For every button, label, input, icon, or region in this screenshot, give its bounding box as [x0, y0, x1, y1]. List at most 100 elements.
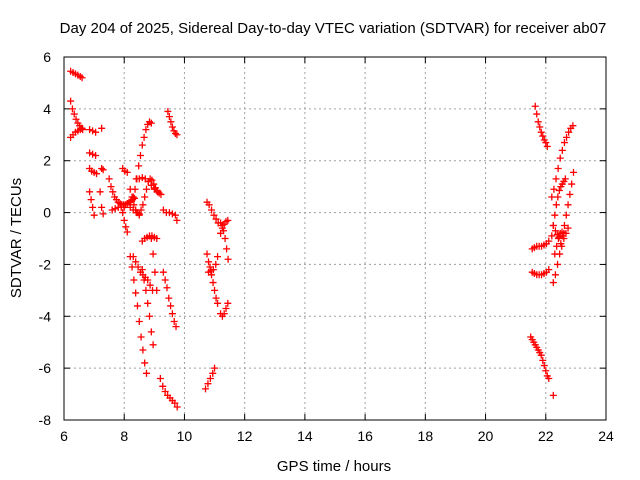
data-point [133, 302, 141, 310]
data-point [138, 174, 146, 182]
data-point [135, 162, 143, 170]
data-point [551, 250, 559, 258]
data-point [141, 359, 149, 367]
x-tick-label: 22 [538, 428, 554, 444]
data-point [545, 266, 553, 274]
data-point [78, 74, 86, 82]
data-point [566, 190, 574, 198]
data-point [212, 215, 220, 223]
x-axis-label: GPS time / hours [277, 458, 391, 475]
data-point [212, 260, 220, 268]
data-point [548, 193, 556, 201]
data-point [137, 206, 145, 214]
data-point [164, 107, 172, 115]
data-point [171, 399, 179, 407]
data-point [211, 364, 219, 372]
data-point [209, 266, 217, 274]
data-point [202, 385, 210, 393]
data-point [222, 305, 230, 313]
data-point [140, 276, 148, 284]
x-tick-label: 16 [357, 428, 373, 444]
data-point [153, 286, 161, 294]
data-point [98, 164, 106, 172]
data-point [119, 209, 127, 217]
data-point [545, 237, 553, 245]
data-points [67, 67, 577, 411]
data-point [553, 242, 561, 250]
data-point [554, 164, 562, 172]
data-point [142, 126, 150, 134]
plot-frame [63, 56, 607, 421]
data-point [209, 369, 217, 377]
data-point [549, 222, 557, 230]
data-point [108, 206, 116, 214]
data-point [561, 175, 569, 183]
data-point [132, 289, 140, 297]
data-point [569, 168, 577, 176]
data-point [157, 190, 165, 198]
data-point [144, 299, 152, 307]
data-point [203, 250, 211, 258]
x-tick-label: 8 [120, 428, 128, 444]
data-point [89, 203, 97, 211]
data-point [98, 124, 106, 132]
data-point [135, 211, 143, 219]
data-point [206, 375, 214, 383]
x-tick-label: 20 [478, 428, 494, 444]
data-point [224, 299, 232, 307]
data-point [539, 132, 547, 140]
data-point [93, 170, 101, 178]
data-point [147, 181, 155, 189]
data-point [135, 317, 143, 325]
data-point [208, 206, 216, 214]
data-point [168, 123, 176, 131]
data-point [117, 201, 125, 209]
data-point [564, 201, 572, 209]
data-point [123, 168, 131, 176]
data-point [172, 323, 180, 331]
y-axis-label: SDTVAR / TECUs [8, 178, 25, 298]
data-point [533, 110, 541, 118]
data-point [165, 294, 173, 302]
data-point [555, 187, 563, 195]
x-tick-label: 10 [177, 428, 193, 444]
data-point [211, 286, 219, 294]
data-point [126, 185, 134, 193]
chart-title: Day 204 of 2025, Sidereal Day-to-day VTE… [60, 20, 607, 37]
data-point [560, 139, 568, 147]
data-point [89, 127, 97, 135]
y-tick-label: 4 [43, 101, 51, 117]
data-point [136, 152, 144, 160]
data-point [565, 128, 573, 136]
data-point [134, 263, 142, 271]
data-point [161, 276, 169, 284]
data-point [542, 367, 550, 375]
data-point [99, 166, 107, 174]
data-point [568, 180, 576, 188]
data-point [212, 294, 220, 302]
data-point [205, 201, 213, 209]
data-point [173, 403, 181, 411]
data-point [128, 263, 136, 271]
data-point [140, 133, 148, 141]
x-tick-label: 6 [60, 428, 68, 444]
data-point [120, 216, 128, 224]
data-point [214, 299, 222, 307]
x-tick-label: 24 [598, 428, 614, 444]
data-point [147, 328, 155, 336]
data-point [543, 142, 551, 150]
data-point [218, 224, 226, 232]
data-point [220, 310, 228, 318]
data-point [167, 302, 175, 310]
grid-lines [64, 57, 606, 420]
data-point [221, 235, 229, 242]
data-point [548, 232, 556, 240]
data-point [214, 253, 222, 261]
data-point [67, 97, 75, 105]
data-point [153, 188, 161, 196]
data-point [144, 177, 152, 185]
data-point [92, 128, 100, 136]
data-point [539, 356, 547, 364]
data-point [123, 228, 131, 236]
